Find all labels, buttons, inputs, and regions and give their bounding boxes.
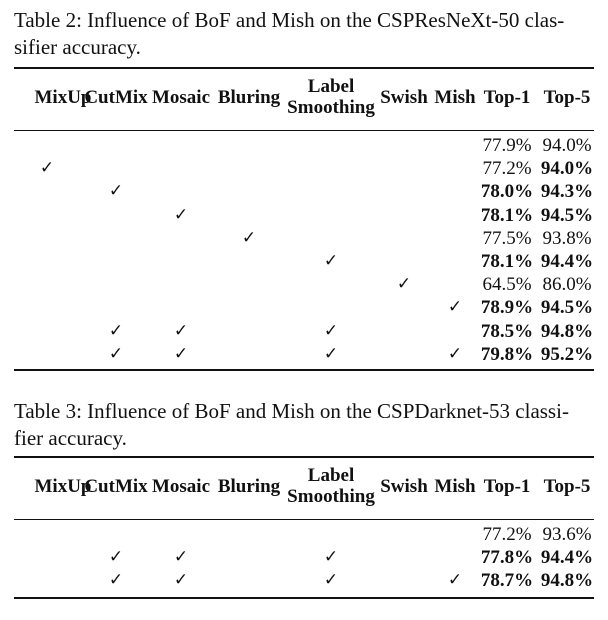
table-3-check-mark: ✓ [447, 570, 463, 591]
table-2-header-mosaic: Mosaic [151, 87, 211, 108]
table-3-top-rule [14, 456, 594, 458]
table-2-check-mark: ✓ [108, 343, 124, 364]
table-2-check-mark: ✓ [173, 320, 189, 341]
header-line-smoothing: Smoothing [287, 97, 375, 118]
table-2-top5-cell: 94.4% [540, 251, 594, 272]
table-2-header-top-5: Top-5 [543, 87, 591, 108]
table-2-header-mish: Mish [434, 87, 476, 108]
table-2-header-label-smoothing: Label Smoothing [287, 76, 375, 118]
table-2-header-mixup: MixUp [34, 87, 92, 108]
table-3-top5-cell: 93.6% [542, 524, 592, 545]
table-3-header-cutmix: CutMix [84, 476, 148, 497]
table-2-bottom-rule [14, 369, 594, 371]
table-2-check-mark: ✓ [447, 297, 463, 318]
table-3-check-mark: ✓ [323, 547, 339, 568]
table-2-check-mark: ✓ [39, 158, 55, 179]
table-2-top5-cell: 93.8% [542, 227, 592, 249]
table-2-top1-cell: 77.2% [482, 158, 532, 180]
table-2-top5-cell: 94.8% [540, 320, 594, 342]
table-3-top1-cell: 77.2% [482, 524, 532, 545]
table-3-check-mark: ✓ [173, 547, 189, 568]
table-2-check-mark: ✓ [173, 204, 189, 225]
table-3-check-mark: ✓ [108, 570, 124, 591]
table-2-top1-cell: 77.5% [482, 227, 532, 249]
table-2-top1-cell: 78.1% [480, 251, 534, 272]
table-3-header-mixup: MixUp [34, 476, 92, 497]
table-3-header-rule [14, 519, 594, 520]
table-2-check-mark: ✓ [396, 274, 412, 295]
table-3-check-mark: ✓ [108, 547, 124, 568]
header-line-label: Label [307, 76, 355, 97]
table-2-header-swish: Swish [380, 87, 428, 108]
table-3-header-bluring: Bluring [217, 476, 281, 497]
table-2-caption-line-1: Table 2: Influence of BoF and Mish on th… [14, 8, 565, 32]
table-2-top-rule [14, 67, 594, 69]
table-2-top5-cell: 94.0% [542, 135, 592, 156]
table-2-check-mark: ✓ [108, 320, 124, 341]
table-2-top5-cell: 94.5% [540, 297, 594, 319]
table-3-header-mish: Mish [434, 476, 476, 497]
table-2-top1-cell: 78.5% [480, 320, 534, 342]
table-2-check-mark: ✓ [323, 343, 339, 364]
table-2-top1-cell: 78.9% [480, 297, 534, 319]
header-line-label: Label [307, 465, 355, 486]
table-2-caption: Table 2: Influence of BoF and Mish on th… [14, 7, 594, 61]
table-2-check-mark: ✓ [323, 251, 339, 271]
table-2-top5-cell: 94.3% [540, 181, 594, 203]
table-3-header-swish: Swish [380, 476, 428, 497]
table-2-check-mark: ✓ [323, 320, 339, 341]
table-2-top1-cell: 78.1% [480, 204, 534, 226]
table-2-top5-cell: 94.0% [540, 158, 594, 180]
table-2-check-mark: ✓ [241, 227, 257, 248]
table-2-top1-cell: 77.9% [482, 135, 532, 156]
table-2-top5-cell: 95.2% [540, 343, 594, 365]
table-2-check-mark: ✓ [447, 343, 463, 364]
table-3-bottom-rule [14, 597, 594, 599]
table-3-check-mark: ✓ [173, 570, 189, 591]
header-line-smoothing: Smoothing [287, 486, 375, 507]
table-3-top1-cell: 78.7% [480, 570, 534, 592]
table-3-check-mark: ✓ [323, 570, 339, 591]
table-2-header-bluring: Bluring [217, 87, 281, 108]
table-2-check-mark: ✓ [108, 181, 124, 202]
table-2-check-mark: ✓ [173, 343, 189, 364]
table-3-header-top-1: Top-1 [483, 476, 531, 497]
table-3-caption: Table 3: Influence of BoF and Mish on th… [14, 398, 594, 452]
table-2-top1-cell: 78.0% [480, 181, 534, 203]
table-2-caption-line-2: sifier accuracy. [14, 35, 141, 59]
table-3-top5-cell: 94.8% [540, 570, 594, 592]
table-2-header-top-1: Top-1 [483, 87, 531, 108]
table-2-top5-cell: 86.0% [542, 274, 592, 296]
table-2-top1-cell: 64.5% [482, 274, 532, 296]
table-3-header-top-5: Top-5 [543, 476, 591, 497]
table-2-top1-cell: 79.8% [480, 343, 534, 365]
table-3-top1-cell: 77.8% [480, 547, 534, 569]
table-2-header-cutmix: CutMix [84, 87, 148, 108]
table-3-caption-line-2: fier accuracy. [14, 426, 127, 450]
table-3-header-label-smoothing: Label Smoothing [287, 465, 375, 507]
table-3-caption-line-1: Table 3: Influence of BoF and Mish on th… [14, 399, 569, 423]
table-3-top5-cell: 94.4% [540, 547, 594, 569]
table-2-top5-cell: 94.5% [540, 204, 594, 226]
table-2-header-rule [14, 130, 594, 131]
table-3-header-mosaic: Mosaic [151, 476, 211, 497]
